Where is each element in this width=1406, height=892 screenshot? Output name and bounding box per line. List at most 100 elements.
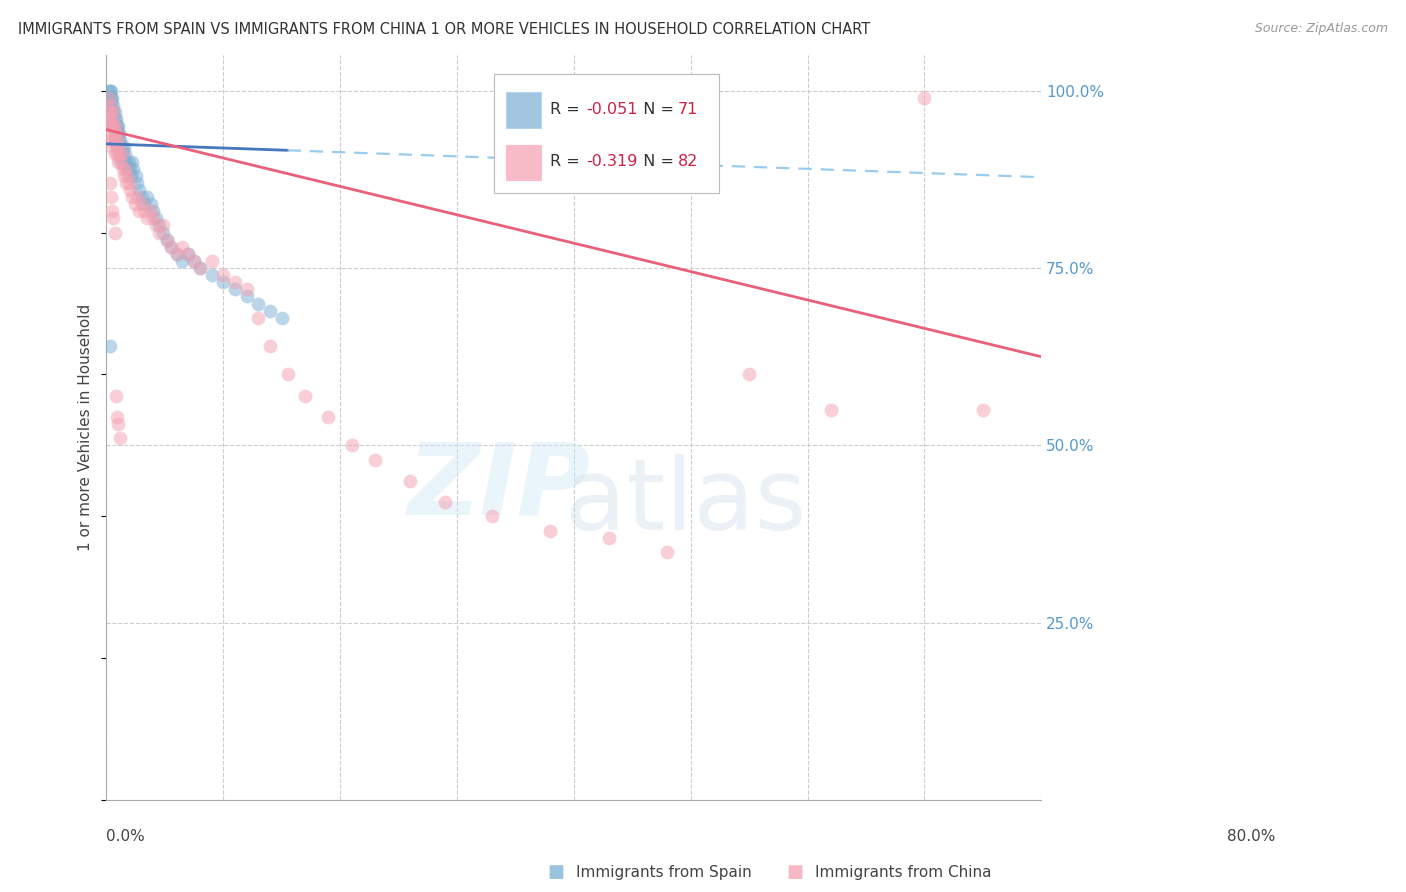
Point [294, 389, 316, 403]
Point [114, 147, 136, 161]
Point [104, 112, 127, 126]
Point [103, 98, 125, 112]
Point [104, 389, 127, 403]
Point [112, 140, 135, 154]
Text: -0.051: -0.051 [586, 102, 637, 117]
Point [112, 154, 135, 169]
Point [224, 275, 246, 289]
Text: 0.0%: 0.0% [107, 829, 145, 844]
Point [98, 339, 121, 353]
Point [115, 176, 138, 190]
Point [107, 417, 129, 431]
Point [201, 268, 224, 282]
Text: R =: R = [551, 154, 585, 169]
Point [148, 226, 170, 240]
Point [97, 84, 120, 98]
Point [104, 133, 127, 147]
Text: IMMIGRANTS FROM SPAIN VS IMMIGRANTS FROM CHINA 1 OR MORE VEHICLES IN HOUSEHOLD C: IMMIGRANTS FROM SPAIN VS IMMIGRANTS FROM… [18, 22, 870, 37]
Y-axis label: 1 or more Vehicles in Household: 1 or more Vehicles in Household [79, 304, 93, 551]
Point [125, 176, 148, 190]
Point [235, 289, 257, 303]
Point [104, 140, 127, 154]
Point [124, 197, 146, 211]
Point [104, 133, 127, 147]
Point [399, 474, 422, 488]
Point [183, 254, 205, 268]
Point [166, 247, 188, 261]
Point [104, 112, 127, 126]
Text: Immigrants from China: Immigrants from China [815, 865, 993, 880]
Text: R =: R = [551, 102, 585, 117]
Point [247, 310, 270, 325]
Point [104, 119, 127, 133]
Point [188, 260, 211, 275]
Point [131, 190, 153, 204]
Point [159, 240, 181, 254]
Point [101, 104, 124, 119]
Point [107, 126, 129, 140]
Point [136, 211, 159, 226]
Point [156, 233, 179, 247]
Point [100, 98, 122, 112]
Point [481, 509, 503, 524]
Point [107, 154, 129, 169]
Point [104, 104, 127, 119]
Point [101, 112, 124, 126]
Point [97, 91, 120, 105]
Point [100, 104, 122, 119]
Point [103, 211, 125, 226]
Point [259, 339, 281, 353]
Point [172, 240, 194, 254]
Point [98, 84, 121, 98]
Text: N =: N = [633, 154, 679, 169]
Point [111, 147, 134, 161]
Point [598, 531, 620, 545]
Point [97, 91, 120, 105]
Point [103, 119, 125, 133]
FancyBboxPatch shape [506, 145, 541, 180]
Point [100, 119, 122, 133]
Point [118, 183, 141, 197]
Point [100, 190, 122, 204]
Point [108, 147, 131, 161]
Point [152, 226, 174, 240]
Point [101, 126, 124, 140]
Point [131, 197, 153, 211]
Point [108, 126, 131, 140]
Point [100, 91, 122, 105]
Point [121, 190, 143, 204]
Point [112, 169, 135, 183]
Point [111, 147, 134, 161]
Point [259, 303, 281, 318]
Text: 71: 71 [678, 102, 697, 117]
Point [97, 112, 120, 126]
Point [132, 204, 155, 219]
Point [177, 247, 200, 261]
Point [177, 247, 200, 261]
Point [105, 147, 128, 161]
Point [235, 282, 257, 296]
Text: 82: 82 [678, 154, 697, 169]
Point [212, 268, 235, 282]
Point [340, 438, 363, 452]
Point [103, 133, 125, 147]
Point [107, 140, 129, 154]
Point [101, 204, 124, 219]
Point [128, 204, 150, 219]
Point [277, 368, 299, 382]
Text: N =: N = [633, 102, 679, 117]
Point [172, 254, 194, 268]
Point [212, 275, 235, 289]
Point [105, 410, 128, 425]
Point [145, 211, 167, 226]
Point [201, 254, 224, 268]
Point [118, 154, 141, 169]
Point [111, 140, 134, 154]
Text: ZIP: ZIP [408, 439, 591, 536]
Text: Immigrants from Spain: Immigrants from Spain [576, 865, 752, 880]
Point [105, 119, 128, 133]
FancyBboxPatch shape [495, 74, 718, 193]
Text: ■: ■ [786, 863, 803, 881]
Point [159, 240, 181, 254]
Point [142, 204, 165, 219]
